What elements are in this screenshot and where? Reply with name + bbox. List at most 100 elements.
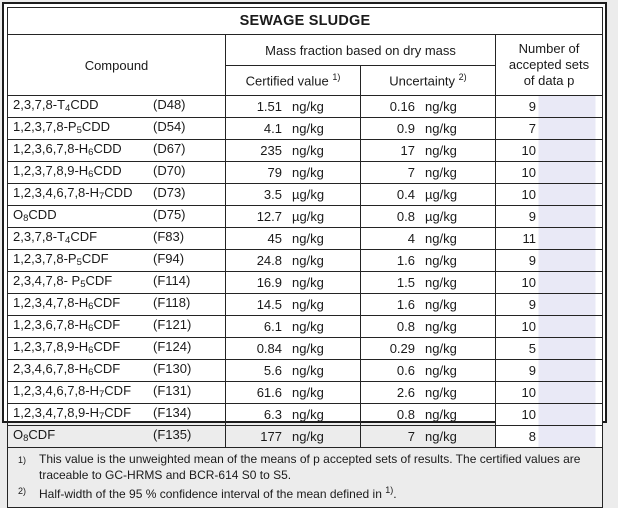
uncertainty-cell-unit: ng/kg <box>425 121 457 136</box>
certified-value-cell-number: 79 <box>267 165 282 180</box>
table-row: 1,2,3,7,8-P5CDD (D54) 4.1 ng/kg 0.9 ng/kg 7 <box>7 117 604 140</box>
uncertainty-cell: 0.8 ng/kg <box>360 403 496 426</box>
compound-cell: 2,3,4,6,7,8-H6CDF (F130) <box>7 359 226 382</box>
certified-value-cell-number: 16.9 <box>256 275 282 290</box>
accepted-sets-cell: 10 <box>494 381 604 404</box>
certified-value-cell-number: 1.51 <box>256 99 282 114</box>
certified-value-cell-number: 5.6 <box>263 363 282 378</box>
table-row: 1,2,3,6,7,8-H6CDD (D67) 235 ng/kg 17 ng/kg 10 <box>7 139 604 162</box>
certified-value-cell: 5.6 ng/kg <box>225 359 361 382</box>
uncertainty-cell-unit: ng/kg <box>425 407 457 422</box>
certified-value-cell: 24.8 ng/kg <box>225 249 361 272</box>
compound-code: (F131) <box>153 383 192 398</box>
uncertainty-cell: 1.5 ng/kg <box>360 271 496 294</box>
certified-value-cell: 0.84 ng/kg <box>225 337 361 360</box>
uncertainty-cell-unit: ng/kg <box>425 385 457 400</box>
accepted-sets-value: 5 <box>528 341 536 356</box>
compound-code: (F130) <box>153 361 192 376</box>
accepted-sets-value: 9 <box>528 99 536 114</box>
compound-cell: 1,2,3,4,7,8-H6CDF (F118) <box>7 293 226 316</box>
certified-value-cell-unit: ng/kg <box>292 297 324 312</box>
footnote-2: 2) Half-width of the 95 % confidence inte… <box>16 483 592 503</box>
footnote-1: 1) This value is the unweighted mean of t… <box>16 452 592 483</box>
table-frame: SEWAGE SLUDGE Compound Mass fraction bas… <box>2 2 607 508</box>
uncertainty-cell-number: 0.6 <box>396 363 415 378</box>
compound-cell: 1,2,3,4,6,7,8-H7CDF (F131) <box>7 381 226 404</box>
uncertainty-cell: 0.16 ng/kg <box>360 95 496 118</box>
footnote-2-text: Half-width of the 95 % confidence interv… <box>39 487 386 501</box>
accepted-sets-value: 10 <box>521 385 536 400</box>
uncertainty-cell-unit: ng/kg <box>425 165 457 180</box>
uncertainty-cell-unit: ng/kg <box>425 297 457 312</box>
certified-value-cell-unit: ng/kg <box>292 121 324 136</box>
uncertainty-cell-number: 0.8 <box>396 209 415 224</box>
uncertainty-cell: 7 ng/kg <box>360 425 496 448</box>
uncertainty-cell-unit: ng/kg <box>425 231 457 246</box>
uncertainty-cell-unit: ng/kg <box>425 429 457 444</box>
compound-code: (D67) <box>153 141 186 156</box>
compound-name: 2,3,4,6,7,8-H6CDF <box>13 361 121 378</box>
compound-code: (F134) <box>153 405 192 420</box>
uncertainty-cell-number: 17 <box>400 143 415 158</box>
compound-name: 2,3,4,7,8- P5CDF <box>13 273 113 290</box>
table-row: 1,2,3,4,6,7,8-H7CDD (D73) 3.5 µg/kg 0.4 µg/kg… <box>7 183 604 206</box>
accepted-sets-value: 10 <box>521 319 536 334</box>
certified-value-cell-number: 45 <box>267 231 282 246</box>
accepted-sets-cell: 10 <box>494 161 604 184</box>
compound-name: 1,2,3,6,7,8-H6CDD <box>13 141 122 158</box>
uncertainty-cell-unit: ng/kg <box>425 253 457 268</box>
accepted-sets-cell: 10 <box>494 403 604 426</box>
footnote-ref-2-icon: 2) <box>458 72 467 83</box>
accepted-sets-value: 9 <box>528 297 536 312</box>
footnote-1-marker: 1) <box>18 455 27 465</box>
uncertainty-cell: 0.29 ng/kg <box>360 337 496 360</box>
accepted-sets-cell: 7 <box>494 117 604 140</box>
table-body: 2,3,7,8-T4CDD (D48) 1.51 ng/kg 0.16 ng/kg 9 1,2… <box>7 95 604 448</box>
compound-name: O8CDF <box>13 427 56 444</box>
certified-value-cell-unit: ng/kg <box>292 275 324 290</box>
table-row: 1,2,3,7,8-P5CDF (F94) 24.8 ng/kg 1.6 ng/kg 9 <box>7 249 604 272</box>
accepted-sets-value: 7 <box>528 121 536 136</box>
accepted-sets-value: 8 <box>528 429 536 444</box>
compound-cell: 1,2,3,6,7,8-H6CDF (F121) <box>7 315 226 338</box>
compound-name: 1,2,3,4,6,7,8-H7CDF <box>13 383 132 400</box>
certified-value-cell: 45 ng/kg <box>225 227 361 250</box>
compound-cell: 1,2,3,4,6,7,8-H7CDD (D73) <box>7 183 226 206</box>
compound-cell: O8CDD (D75) <box>7 205 226 228</box>
certified-value-cell-unit: µg/kg <box>292 187 325 202</box>
certified-value-cell: 14.5 ng/kg <box>225 293 361 316</box>
accepted-sets-value: 10 <box>521 407 536 422</box>
uncertainty-cell: 1.6 ng/kg <box>360 249 496 272</box>
certified-value-cell-unit: ng/kg <box>292 319 324 334</box>
uncertainty-cell-number: 4 <box>407 231 415 246</box>
uncertainty-cell-unit: ng/kg <box>425 341 457 356</box>
uncertainty-cell-number: 1.6 <box>396 297 415 312</box>
compound-cell: 1,2,3,7,8,9-H6CDF (F124) <box>7 337 226 360</box>
col-header-uncertainty: Uncertainty 2) <box>360 65 496 96</box>
certified-value-cell: 1.51 ng/kg <box>225 95 361 118</box>
uncertainty-cell: 0.8 µg/kg <box>360 205 496 228</box>
compound-code: (D75) <box>153 207 186 222</box>
uncertainty-cell-unit: ng/kg <box>425 363 457 378</box>
table-row: 1,2,3,4,6,7,8-H7CDF (F131) 61.6 ng/kg 2.6 ng/… <box>7 381 604 404</box>
certified-value-cell-unit: ng/kg <box>292 99 324 114</box>
compound-cell: 2,3,7,8-T4CDD (D48) <box>7 95 226 118</box>
uncertainty-cell-number: 1.6 <box>396 253 415 268</box>
certified-value-cell-unit: ng/kg <box>292 429 324 444</box>
compound-cell: 2,3,4,7,8- P5CDF (F114) <box>7 271 226 294</box>
accepted-sets-cell: 9 <box>494 95 604 118</box>
table-row: 1,2,3,7,8,9-H6CDF (F124) 0.84 ng/kg 0.29 ng/k… <box>7 337 604 360</box>
uncertainty-cell: 4 ng/kg <box>360 227 496 250</box>
uncertainty-cell-number: 0.4 <box>396 187 415 202</box>
certified-value-cell-unit: µg/kg <box>292 209 325 224</box>
uncertainty-cell: 2.6 ng/kg <box>360 381 496 404</box>
compound-code: (F135) <box>153 427 192 442</box>
uncertainty-cell: 0.4 µg/kg <box>360 183 496 206</box>
title-row: SEWAGE SLUDGE <box>6 7 604 35</box>
footnote-2-ref-icon: 1) <box>385 485 394 495</box>
compound-code: (F124) <box>153 339 192 354</box>
compound-name: 1,2,3,4,7,8-H6CDF <box>13 295 121 312</box>
uncertainty-cell: 0.6 ng/kg <box>360 359 496 382</box>
uncertainty-cell-number: 0.8 <box>396 407 415 422</box>
uncertainty-cell-unit: µg/kg <box>425 209 458 224</box>
